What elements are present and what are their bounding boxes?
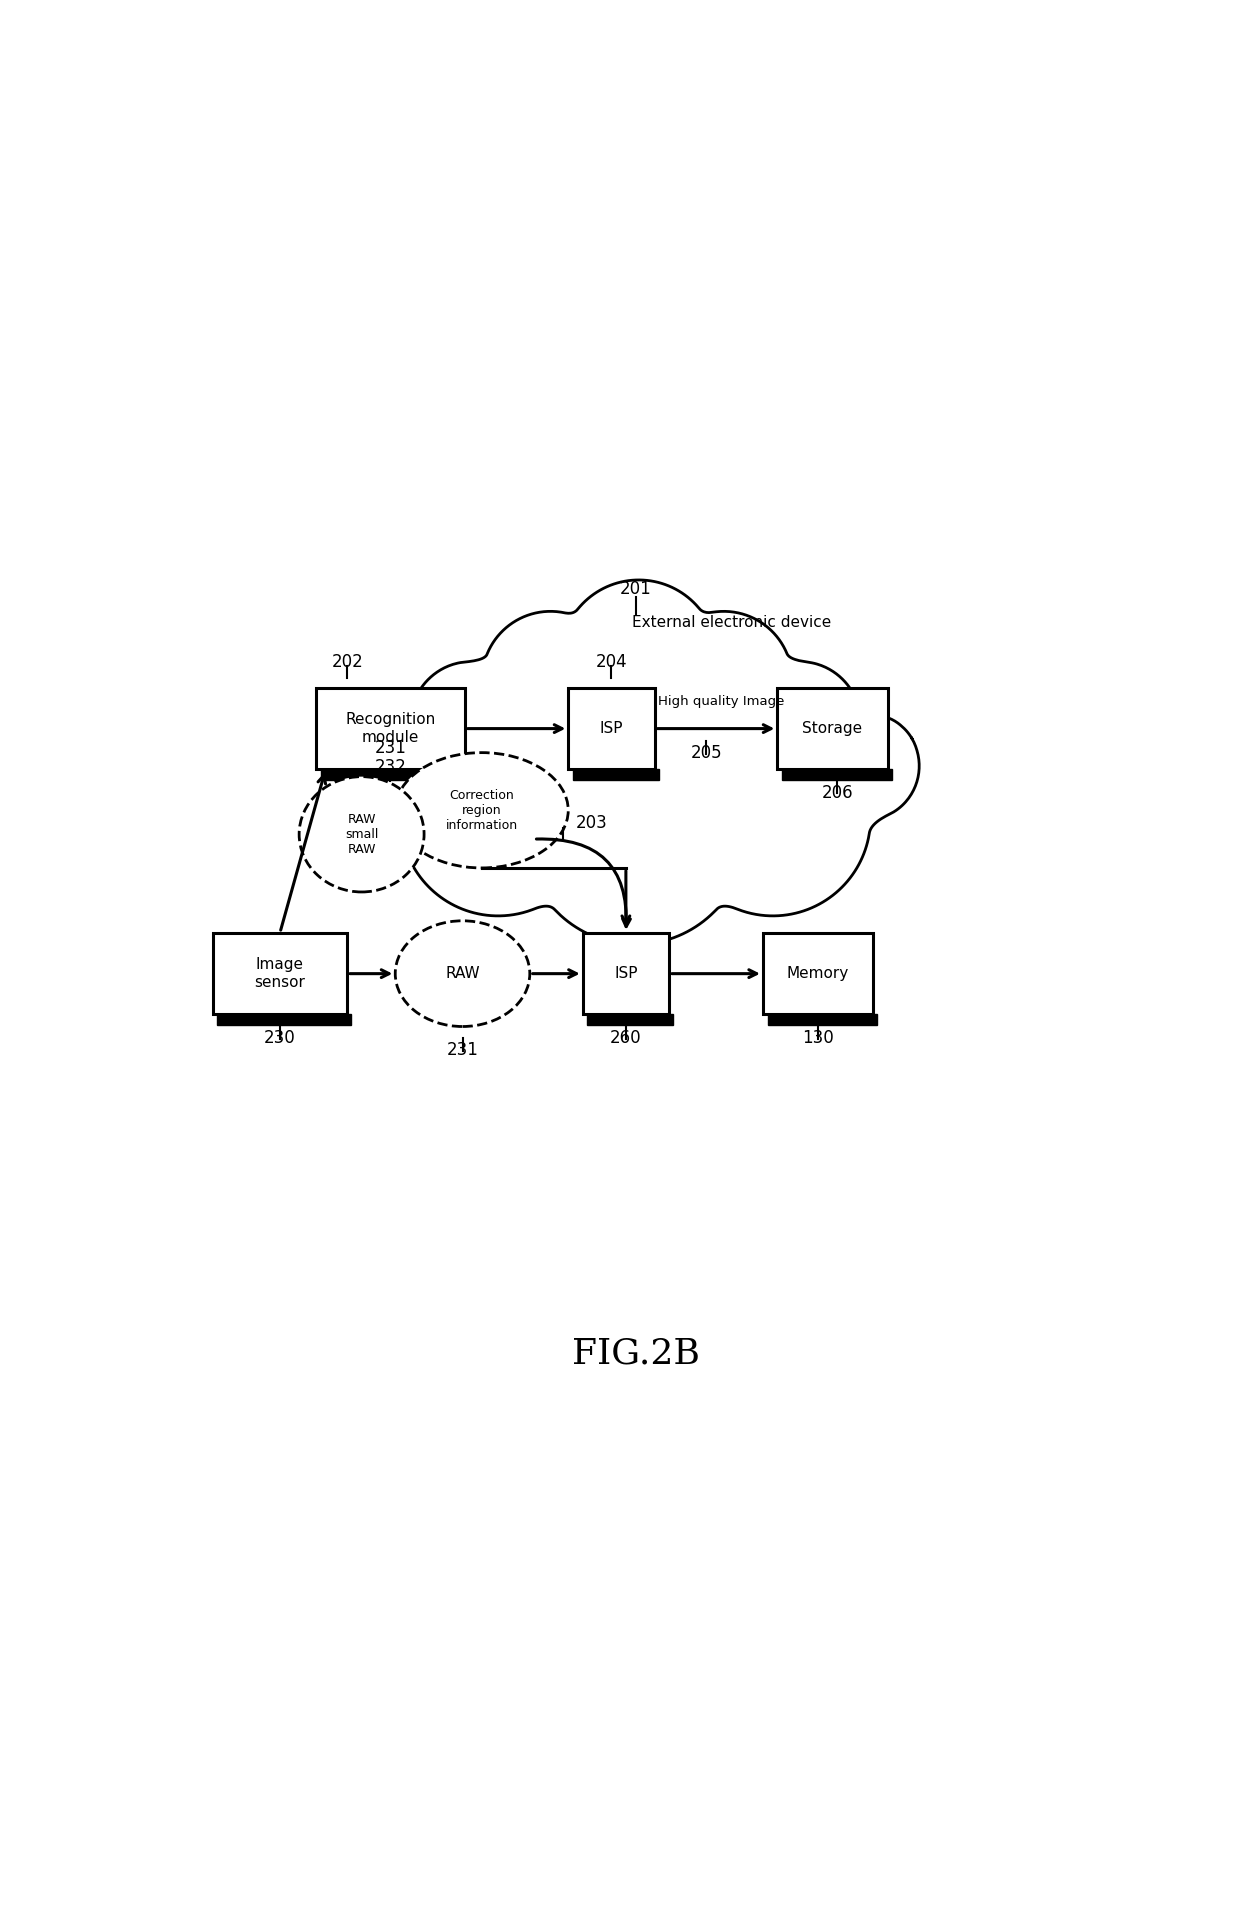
Text: 206: 206: [821, 785, 853, 802]
Ellipse shape: [299, 777, 424, 892]
Bar: [782, 769, 892, 781]
Bar: [217, 1014, 351, 1025]
Text: ISP: ISP: [614, 966, 637, 981]
Bar: [763, 934, 873, 1014]
Ellipse shape: [396, 752, 568, 869]
FancyArrowPatch shape: [280, 775, 326, 930]
Text: External electronic device: External electronic device: [632, 615, 831, 630]
Text: RAW: RAW: [445, 966, 480, 981]
Text: 205: 205: [691, 745, 722, 762]
Text: Memory: Memory: [787, 966, 849, 981]
Bar: [573, 769, 658, 781]
Bar: [321, 769, 469, 781]
Bar: [213, 934, 347, 1014]
Text: 130: 130: [802, 1029, 835, 1048]
Bar: [588, 1014, 673, 1025]
Text: High quality Image: High quality Image: [657, 695, 784, 708]
Text: 231: 231: [446, 1040, 479, 1059]
Polygon shape: [352, 580, 919, 945]
Ellipse shape: [396, 920, 529, 1027]
FancyArrowPatch shape: [537, 838, 630, 926]
Bar: [777, 687, 888, 769]
Text: Recognition
module: Recognition module: [345, 712, 435, 745]
Text: Image
sensor: Image sensor: [254, 958, 305, 991]
Bar: [583, 934, 670, 1014]
Text: 204: 204: [595, 653, 627, 670]
Text: Storage: Storage: [802, 722, 863, 737]
Text: ISP: ISP: [600, 722, 624, 737]
Bar: [568, 687, 655, 769]
Bar: [768, 1014, 877, 1025]
Text: FIG.2B: FIG.2B: [572, 1336, 699, 1371]
Text: 260: 260: [610, 1029, 642, 1048]
Text: 230: 230: [264, 1029, 296, 1048]
Text: RAW
small
RAW: RAW small RAW: [345, 813, 378, 855]
Text: 203: 203: [575, 813, 608, 832]
Text: 201: 201: [620, 580, 651, 598]
Text: Correction
region
information: Correction region information: [445, 788, 518, 832]
Text: 232: 232: [374, 758, 407, 775]
Text: 231: 231: [374, 739, 407, 756]
Bar: [316, 687, 465, 769]
Text: 202: 202: [331, 653, 363, 670]
